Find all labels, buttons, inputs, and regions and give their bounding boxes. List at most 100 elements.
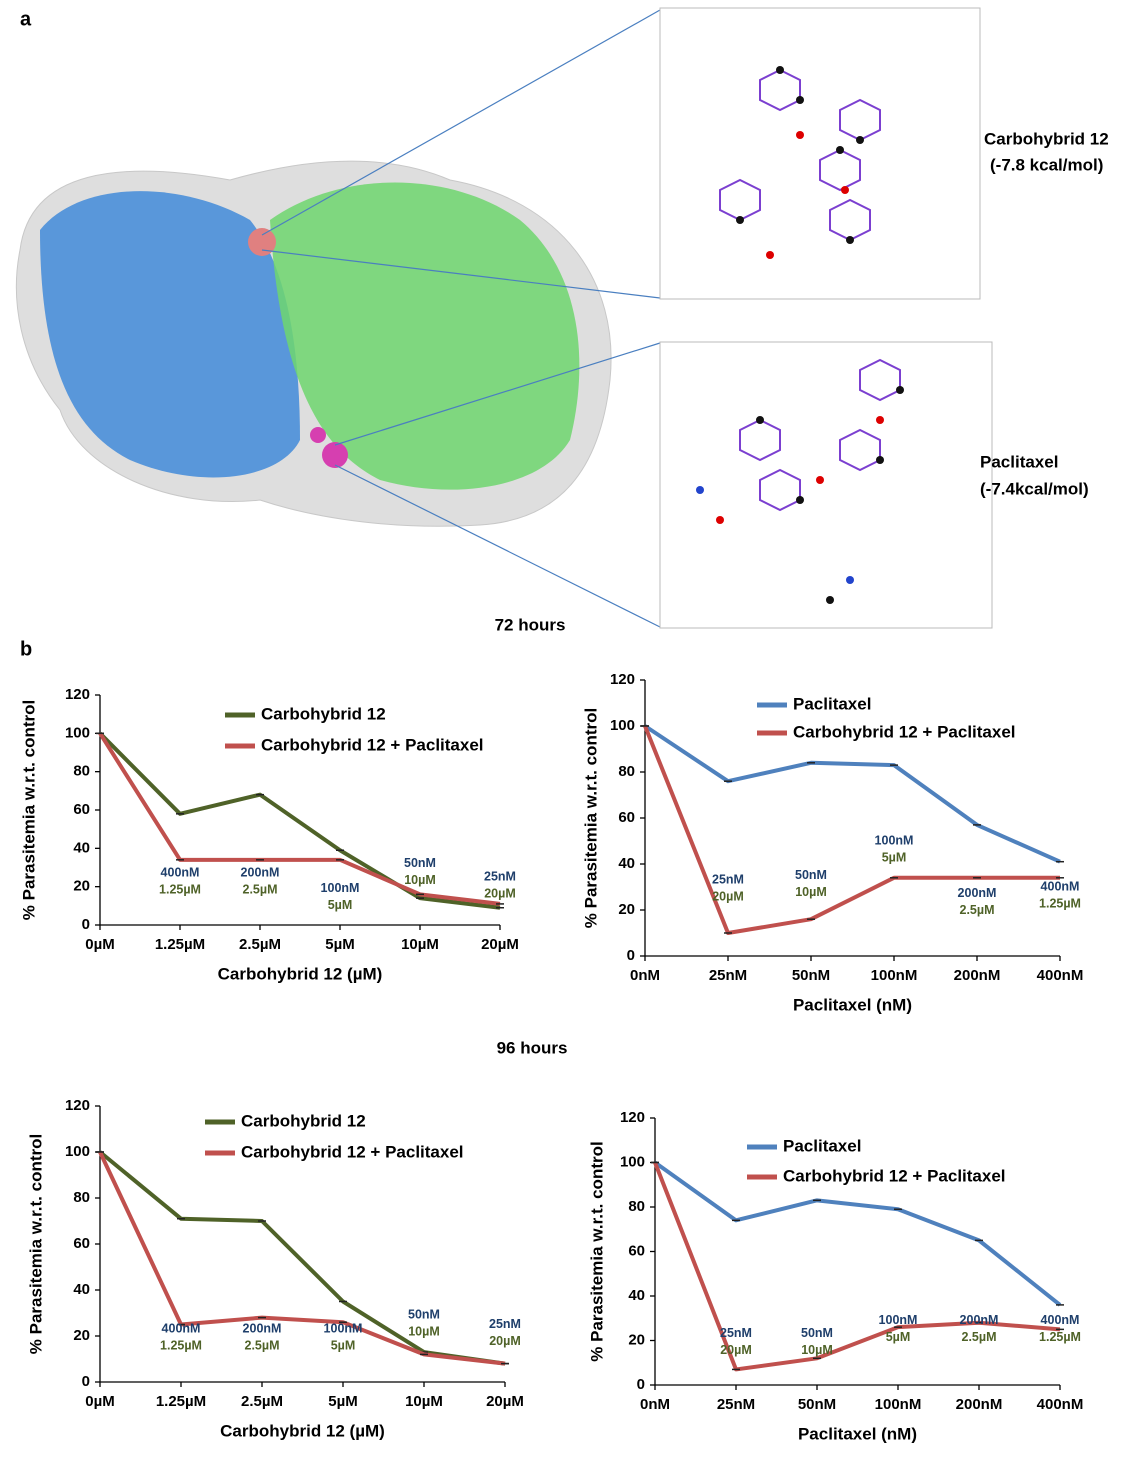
x-tick-label: 0µM [85,936,114,953]
y-tick-label: 120 [610,671,635,688]
y-tick-label: 100 [65,724,90,741]
y-tick-label: 0 [82,916,90,933]
y-axis-title: % Parasitemia w.r.t. control [26,1134,45,1354]
x-tick-label: 400nM [1037,967,1084,984]
ligand-name: Paclitaxel [980,452,1058,471]
figure: a Carbohybrid 12 (-7 [0,0,1126,1452]
annotation: 400nM [1041,1313,1080,1327]
annotation: 5µM [882,850,907,864]
annotation: 100nM [321,881,360,895]
x-tick-label: 5µM [325,936,354,953]
heading: 72 hours [495,615,566,634]
x-tick-label: 0nM [640,1396,670,1413]
x-tick-label: 10µM [401,936,439,953]
annotation: 2.5µM [962,1330,997,1344]
y-tick-label: 20 [73,878,90,895]
legend-label: Carbohybrid 12 + Paclitaxel [261,735,484,754]
legend-label: Carbohybrid 12 + Paclitaxel [783,1166,1006,1185]
x-tick-label: 1.25µM [155,936,205,953]
heading: 96 hours [497,1038,568,1057]
annotation: 200nM [958,886,997,900]
annotation: 50nM [408,1308,440,1322]
annotation: 100nM [875,833,914,847]
x-tick-label: 2.5µM [239,936,281,953]
panel-label: b [20,638,32,660]
annotation: 50nM [801,1326,833,1340]
y-tick-label: 0 [637,1376,645,1393]
y-tick-label: 60 [618,809,635,826]
annotation: 200nM [960,1313,999,1327]
x-tick-label: 2.5µM [241,1393,283,1410]
annotation: 25nM [489,1317,521,1331]
series-line [645,726,1060,862]
annotation: 5µM [886,1330,911,1344]
annotation: 20µM [720,1343,752,1357]
y-tick-label: 100 [610,717,635,734]
y-tick-label: 120 [65,1097,90,1114]
x-tick-label: 200nM [956,1396,1003,1413]
y-tick-label: 20 [628,1331,645,1348]
annotation: 400nM [161,866,200,880]
y-axis-title: % Parasitemia w.r.t. control [581,708,600,928]
x-tick-label: 0nM [630,967,660,984]
ligand-energy: (-7.4kcal/mol) [980,479,1089,498]
legend-label: Paclitaxel [783,1136,861,1155]
annotation: 2.5µM [243,883,278,897]
series-line [645,726,1060,933]
y-tick-label: 60 [73,801,90,818]
y-tick-label: 40 [73,1281,90,1298]
annotation: 20µM [484,886,516,900]
annotation: 50nM [404,856,436,870]
y-tick-label: 0 [82,1373,90,1390]
x-tick-label: 100nM [871,967,918,984]
y-tick-label: 40 [73,839,90,856]
annotation: 20µM [712,889,744,903]
y-axis-title: % Parasitemia w.r.t. control [587,1141,606,1361]
annotation: 200nM [241,866,280,880]
annotation: 10µM [408,1325,440,1339]
legend-label: Carbohybrid 12 [261,704,386,723]
x-axis-title: Paclitaxel (nM) [798,1424,917,1443]
annotation: 100nM [324,1321,363,1335]
legend-label: Carbohybrid 12 + Paclitaxel [793,722,1016,741]
x-tick-label: 0µM [85,1393,114,1410]
annotation: 25nM [720,1326,752,1340]
y-tick-label: 100 [620,1153,645,1170]
annotation: 1.25µM [1039,896,1081,910]
x-tick-label: 50nM [798,1396,836,1413]
annotation: 10µM [801,1343,833,1357]
x-tick-label: 25nM [717,1396,755,1413]
y-tick-label: 120 [65,686,90,703]
x-tick-label: 400nM [1037,1396,1084,1413]
annotation: 50nM [795,868,827,882]
y-tick-label: 40 [618,855,635,872]
annotation: 400nM [162,1321,201,1335]
annotation: 10µM [404,873,436,887]
series-line [655,1163,1060,1370]
annotation: 200nM [243,1321,282,1335]
y-tick-label: 80 [73,763,90,780]
x-tick-label: 50nM [792,967,830,984]
annotation: 25nM [484,869,516,883]
annotation: 10µM [795,885,827,899]
legend-label: Carbohybrid 12 + Paclitaxel [241,1142,464,1161]
x-axis-title: Carbohybrid 12 (µM) [218,964,383,983]
x-tick-label: 5µM [328,1393,357,1410]
annotation: 2.5µM [960,903,995,917]
y-tick-label: 80 [628,1198,645,1215]
legend-label: Paclitaxel [793,694,871,713]
y-tick-label: 20 [618,901,635,918]
annotation: 1.25µM [159,883,201,897]
legend-label: Carbohybrid 12 [241,1111,366,1130]
y-tick-label: 80 [618,763,635,780]
annotation: 20µM [489,1334,521,1348]
x-tick-label: 1.25µM [156,1393,206,1410]
annotation: 25nM [712,872,744,886]
annotation: 2.5µM [245,1338,280,1352]
x-tick-label: 20µM [486,1393,524,1410]
y-tick-label: 0 [627,947,635,964]
panel-label: a [20,8,32,30]
x-tick-label: 10µM [405,1393,443,1410]
y-tick-label: 60 [73,1235,90,1252]
y-tick-label: 100 [65,1143,90,1160]
